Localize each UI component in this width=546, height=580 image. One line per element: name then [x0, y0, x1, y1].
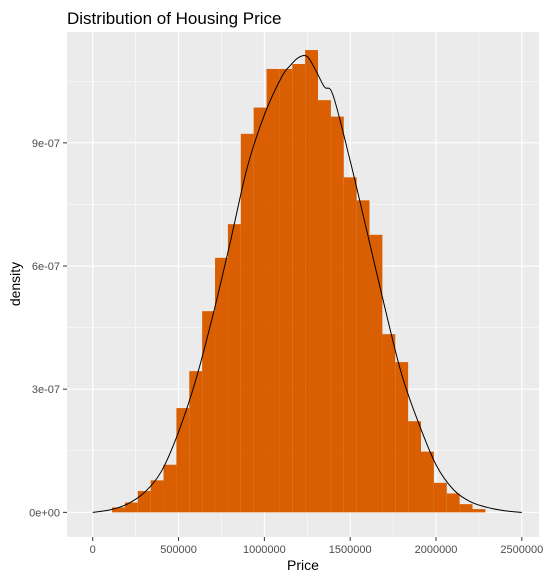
histogram-bar: [318, 100, 331, 513]
histogram-bar: [189, 371, 203, 513]
histogram-bar: [305, 50, 319, 513]
density-curve: [92, 55, 522, 513]
y-tick-label: 3e-07: [32, 384, 60, 396]
histogram-bar: [176, 408, 190, 513]
histogram-bar: [227, 224, 241, 513]
histogram-bar: [279, 68, 293, 513]
histogram-bar: [202, 311, 216, 513]
x-axis-ticks: 0 500000 1000000 1500000 2000000 2500000: [90, 537, 543, 556]
x-tick-label: 1500000: [329, 544, 372, 556]
histogram-bar: [240, 133, 254, 513]
histogram-bar: [137, 491, 151, 513]
x-tick-label: 500000: [160, 544, 197, 556]
histogram-bar: [330, 116, 344, 513]
histogram-bar: [343, 177, 357, 513]
histogram-bar: [163, 464, 177, 513]
histogram-bar: [292, 64, 306, 513]
histogram-bar: [421, 451, 434, 513]
chart-title: Distribution of Housing Price: [67, 9, 281, 28]
histogram-bar: [433, 482, 447, 513]
y-tick-label: 6e-07: [32, 261, 60, 273]
x-tick-label: 1000000: [243, 544, 286, 556]
histogram-bar: [253, 107, 267, 513]
histogram-bar: [382, 334, 396, 513]
x-tick-label: 2000000: [415, 544, 458, 556]
histogram-bar: [472, 509, 486, 513]
histogram-bar: [266, 68, 280, 513]
histogram-bar: [356, 200, 370, 513]
histogram-bar: [395, 362, 409, 513]
histogram-bar: [446, 493, 460, 513]
x-axis-title: Price: [287, 557, 319, 573]
histogram-bar: [215, 257, 228, 513]
histogram-bars: [112, 50, 486, 513]
x-tick-label: 2500000: [500, 544, 543, 556]
histogram-bar: [124, 502, 138, 513]
histogram-bar: [408, 421, 421, 513]
histogram-bar: [369, 234, 383, 513]
y-tick-label: 9e-07: [32, 138, 60, 150]
histogram-bar: [112, 507, 125, 513]
histogram-bar: [150, 480, 164, 513]
y-axis-ticks: 0e+00 3e-07 6e-07 9e-07: [29, 138, 67, 519]
y-axis-title: density: [7, 262, 23, 306]
histogram-bar: [459, 504, 473, 513]
x-tick-label: 0: [90, 544, 96, 556]
y-tick-label: 0e+00: [29, 507, 60, 519]
